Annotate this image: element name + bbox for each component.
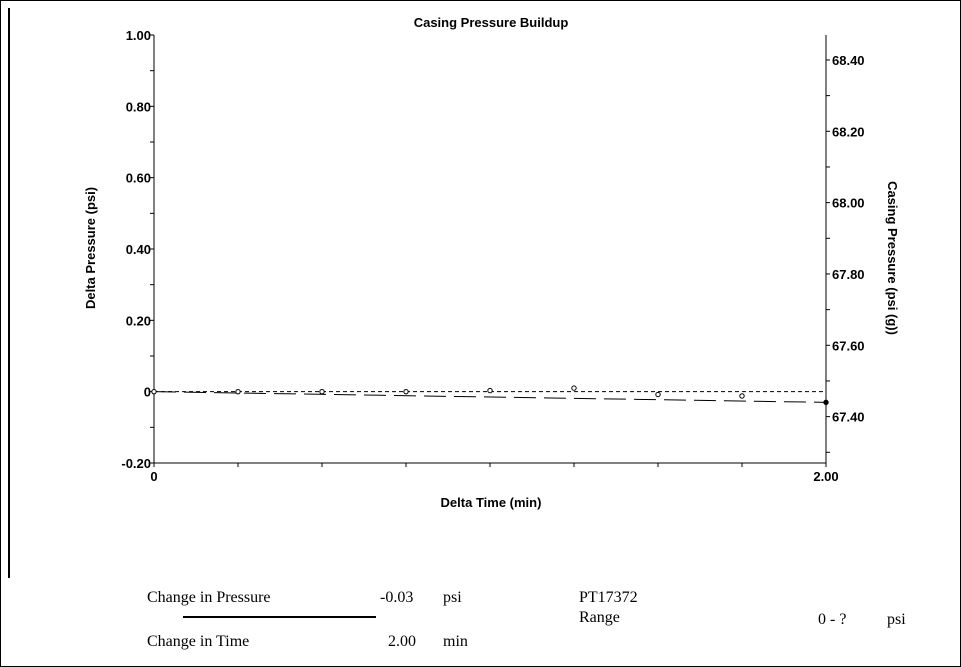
chart-title: Casing Pressure Buildup [414, 15, 569, 30]
range-label: Range [579, 609, 620, 626]
marks-group [151, 385, 829, 406]
y2-tick-label: 67.60 [832, 338, 865, 353]
axes-group: 1.000.800.600.400.200-0.2068.4068.2068.0… [121, 28, 864, 484]
data-point [151, 388, 157, 395]
data-point [235, 388, 241, 395]
data-point [823, 399, 829, 406]
y-tick-label: 0.80 [126, 99, 151, 114]
time-change-label: Change in Time [147, 633, 250, 650]
data-point [739, 393, 745, 399]
y-tick-label: 0.20 [126, 313, 151, 328]
data-point [487, 387, 493, 394]
y2-axis-label: Casing Pressure (psi (g)) [885, 181, 900, 335]
y-tick-label: 0 [144, 385, 151, 400]
trend-line [153, 391, 827, 403]
y2-tick-label: 68.00 [832, 196, 865, 211]
range-value: 0 - ? [818, 611, 847, 628]
y-tick-label: 0.40 [126, 242, 151, 257]
y2-tick-label: 68.40 [832, 53, 865, 68]
y-tick-label: -0.20 [121, 456, 151, 471]
data-point [655, 391, 661, 398]
pressure-change-label: Change in Pressure [147, 589, 271, 606]
summary-divider [183, 616, 376, 618]
x-tick-label: 2.00 [813, 469, 838, 484]
left-border-bar [8, 8, 10, 578]
time-change-value: 2.00 [388, 633, 416, 650]
x-axis-label: Delta Time (min) [441, 495, 542, 510]
y2-tick-label: 67.80 [832, 267, 865, 282]
data-point [571, 385, 577, 391]
range-unit: psi [887, 611, 906, 628]
y-tick-label: 1.00 [126, 28, 151, 43]
data-point [319, 388, 325, 395]
x-tick-label: 0 [150, 469, 157, 484]
pressure-change-value: -0.03 [380, 589, 414, 606]
data-point [403, 388, 409, 395]
pressure-change-unit: psi [443, 589, 462, 606]
gauge-id: PT17372 [579, 589, 638, 606]
y-tick-label: 0.60 [126, 171, 151, 186]
time-change-unit: min [443, 633, 468, 650]
y2-tick-label: 68.20 [832, 124, 865, 139]
y2-tick-label: 67.40 [832, 410, 865, 425]
y-axis-label: Delta Pressure (psi) [83, 187, 98, 309]
